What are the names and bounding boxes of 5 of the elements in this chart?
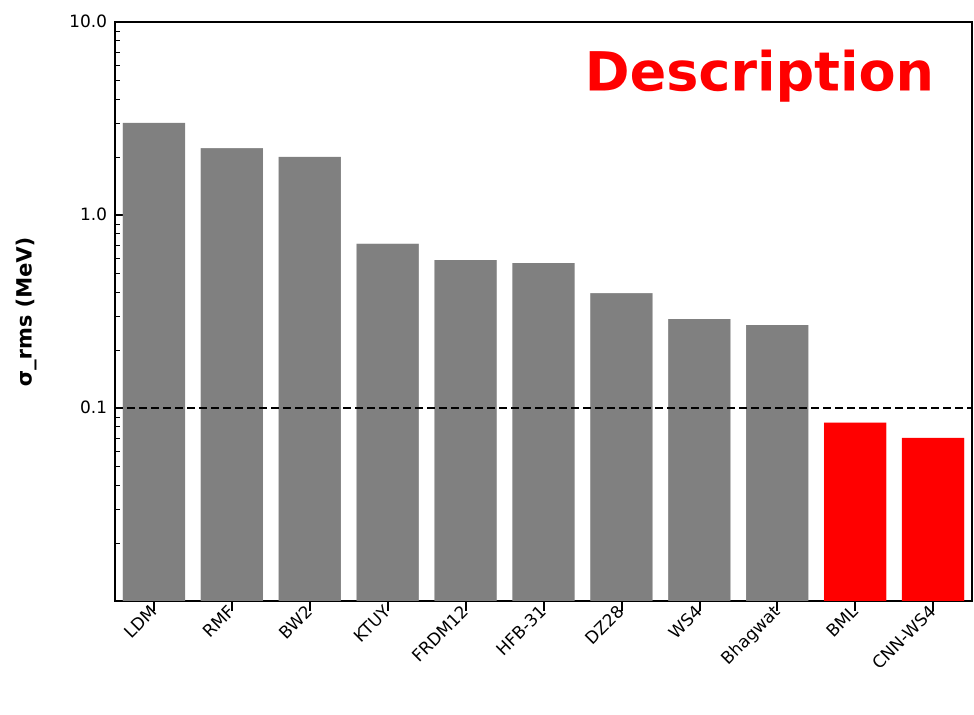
annotation: Description bbox=[584, 40, 934, 104]
y-tick-label: 10.0 bbox=[69, 12, 107, 32]
y-axis-title: σ_rms (MeV) bbox=[12, 236, 36, 386]
y-tick-label: 1.0 bbox=[80, 205, 107, 225]
y-tick-label: 0.1 bbox=[80, 398, 107, 418]
